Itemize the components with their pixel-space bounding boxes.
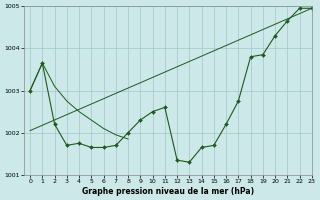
X-axis label: Graphe pression niveau de la mer (hPa): Graphe pression niveau de la mer (hPa) xyxy=(82,187,254,196)
